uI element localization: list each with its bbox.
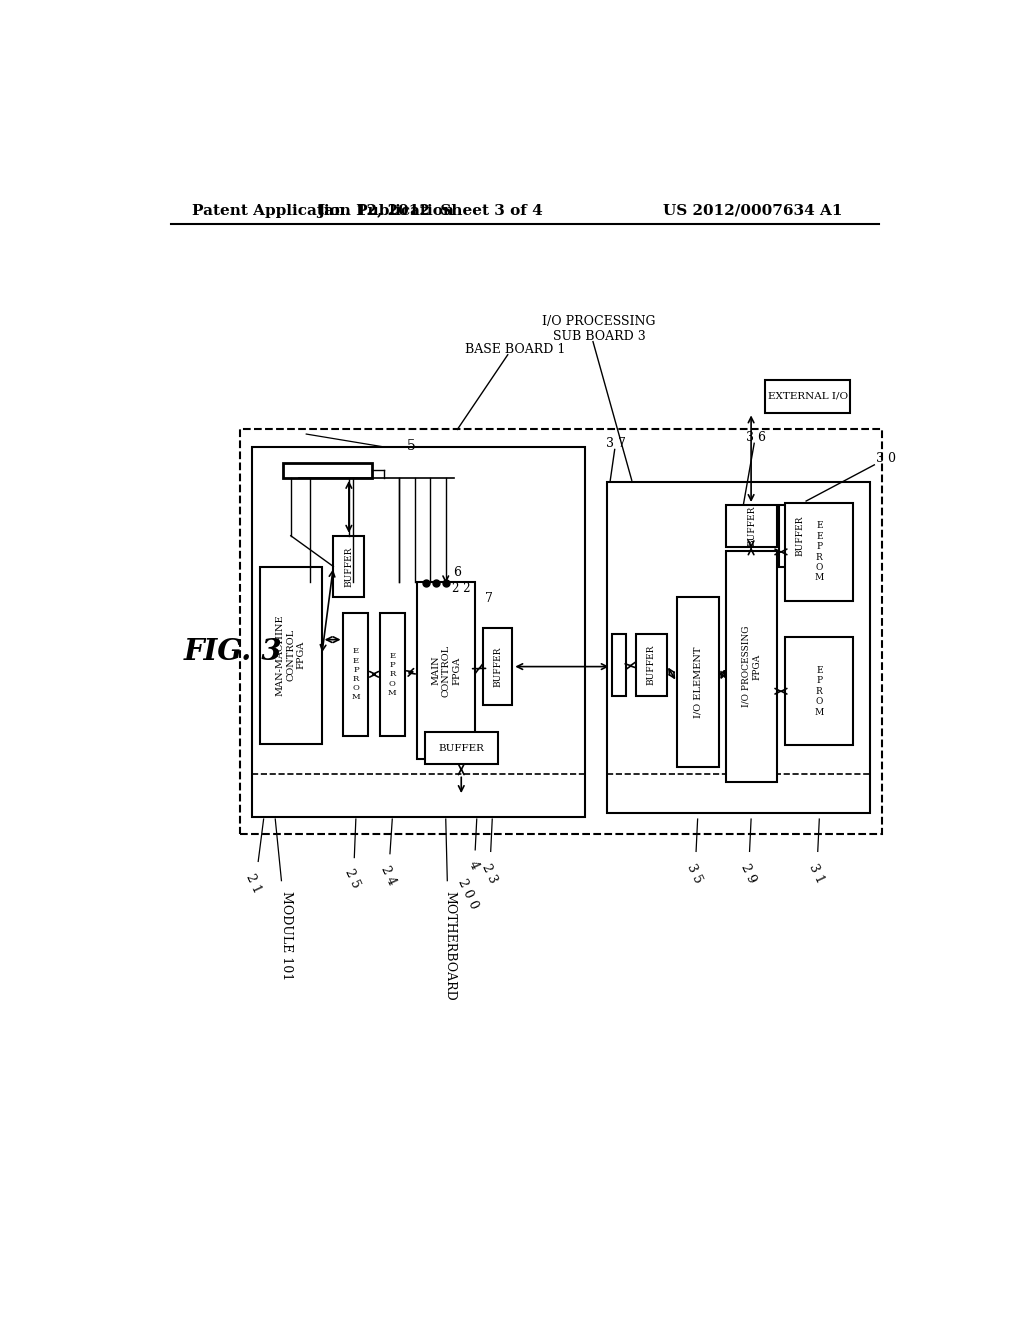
Text: 3 6: 3 6 <box>745 430 766 444</box>
Text: I/O PROCESSING
FPGA: I/O PROCESSING FPGA <box>741 626 761 708</box>
Text: BUFFER: BUFFER <box>344 546 353 586</box>
Text: FIG. 3: FIG. 3 <box>183 636 283 665</box>
Text: 2 0 0: 2 0 0 <box>455 876 480 911</box>
Text: 2 3: 2 3 <box>479 862 500 884</box>
Bar <box>607 482 870 813</box>
Text: 2 2: 2 2 <box>452 582 470 594</box>
Bar <box>785 638 853 744</box>
Bar <box>726 552 776 781</box>
Text: MODULE 101: MODULE 101 <box>281 891 293 979</box>
Text: MAN-MACHINE
CONTROL
FPGA: MAN-MACHINE CONTROL FPGA <box>275 614 305 696</box>
Text: 2 5: 2 5 <box>343 867 362 890</box>
Text: 3 0: 3 0 <box>876 453 896 465</box>
Bar <box>677 597 719 767</box>
Bar <box>283 462 372 478</box>
Text: 3 1: 3 1 <box>806 862 826 884</box>
Text: BASE BOARD 1: BASE BOARD 1 <box>465 343 565 356</box>
Text: BUFFER: BUFFER <box>438 743 484 752</box>
Text: 2 9: 2 9 <box>738 862 758 884</box>
Text: E
E
P
R
O
M: E E P R O M <box>815 521 824 582</box>
Text: Jan. 12, 2012  Sheet 3 of 4: Jan. 12, 2012 Sheet 3 of 4 <box>317 203 543 218</box>
Bar <box>334 536 365 598</box>
Text: BUFFER: BUFFER <box>746 506 756 546</box>
Bar <box>785 503 853 601</box>
Text: 6: 6 <box>454 566 462 579</box>
Text: 2 4: 2 4 <box>378 863 398 887</box>
Text: 3 7: 3 7 <box>606 437 627 450</box>
Bar <box>425 733 499 764</box>
Bar <box>252 447 586 817</box>
Text: I/O ELEMENT: I/O ELEMENT <box>693 647 702 718</box>
Text: US 2012/0007634 A1: US 2012/0007634 A1 <box>663 203 843 218</box>
Bar <box>636 635 667 696</box>
Bar <box>380 612 404 737</box>
Text: 3 5: 3 5 <box>684 862 705 884</box>
Bar <box>726 504 776 548</box>
Text: E
P
R
O
M: E P R O M <box>815 667 824 717</box>
Bar <box>343 612 369 737</box>
Text: 4: 4 <box>466 859 481 871</box>
Text: I/O PROCESSING
SUB BOARD 3: I/O PROCESSING SUB BOARD 3 <box>543 315 656 343</box>
Text: 2 1: 2 1 <box>244 871 263 895</box>
Bar <box>241 429 882 834</box>
Text: MOTHERBOARD: MOTHERBOARD <box>443 891 456 1001</box>
Text: 7: 7 <box>484 593 493 606</box>
Bar <box>765 380 850 412</box>
Bar <box>417 582 475 759</box>
Bar <box>260 566 322 743</box>
Bar <box>611 635 626 696</box>
Text: BUFFER: BUFFER <box>796 516 805 556</box>
Text: Patent Application Publication: Patent Application Publication <box>191 203 454 218</box>
Text: EXTERNAL I/O: EXTERNAL I/O <box>768 392 848 401</box>
Text: E
E
P
R
O
M: E E P R O M <box>351 647 360 701</box>
Text: BUFFER: BUFFER <box>646 645 655 685</box>
Text: MAIN
CONTROL
FPGA: MAIN CONTROL FPGA <box>431 644 461 697</box>
Bar <box>483 628 512 705</box>
Text: BUFFER: BUFFER <box>494 647 502 686</box>
Text: E
P
R
O
M: E P R O M <box>388 652 396 697</box>
Text: 5: 5 <box>407 438 416 453</box>
Bar <box>779 504 821 566</box>
